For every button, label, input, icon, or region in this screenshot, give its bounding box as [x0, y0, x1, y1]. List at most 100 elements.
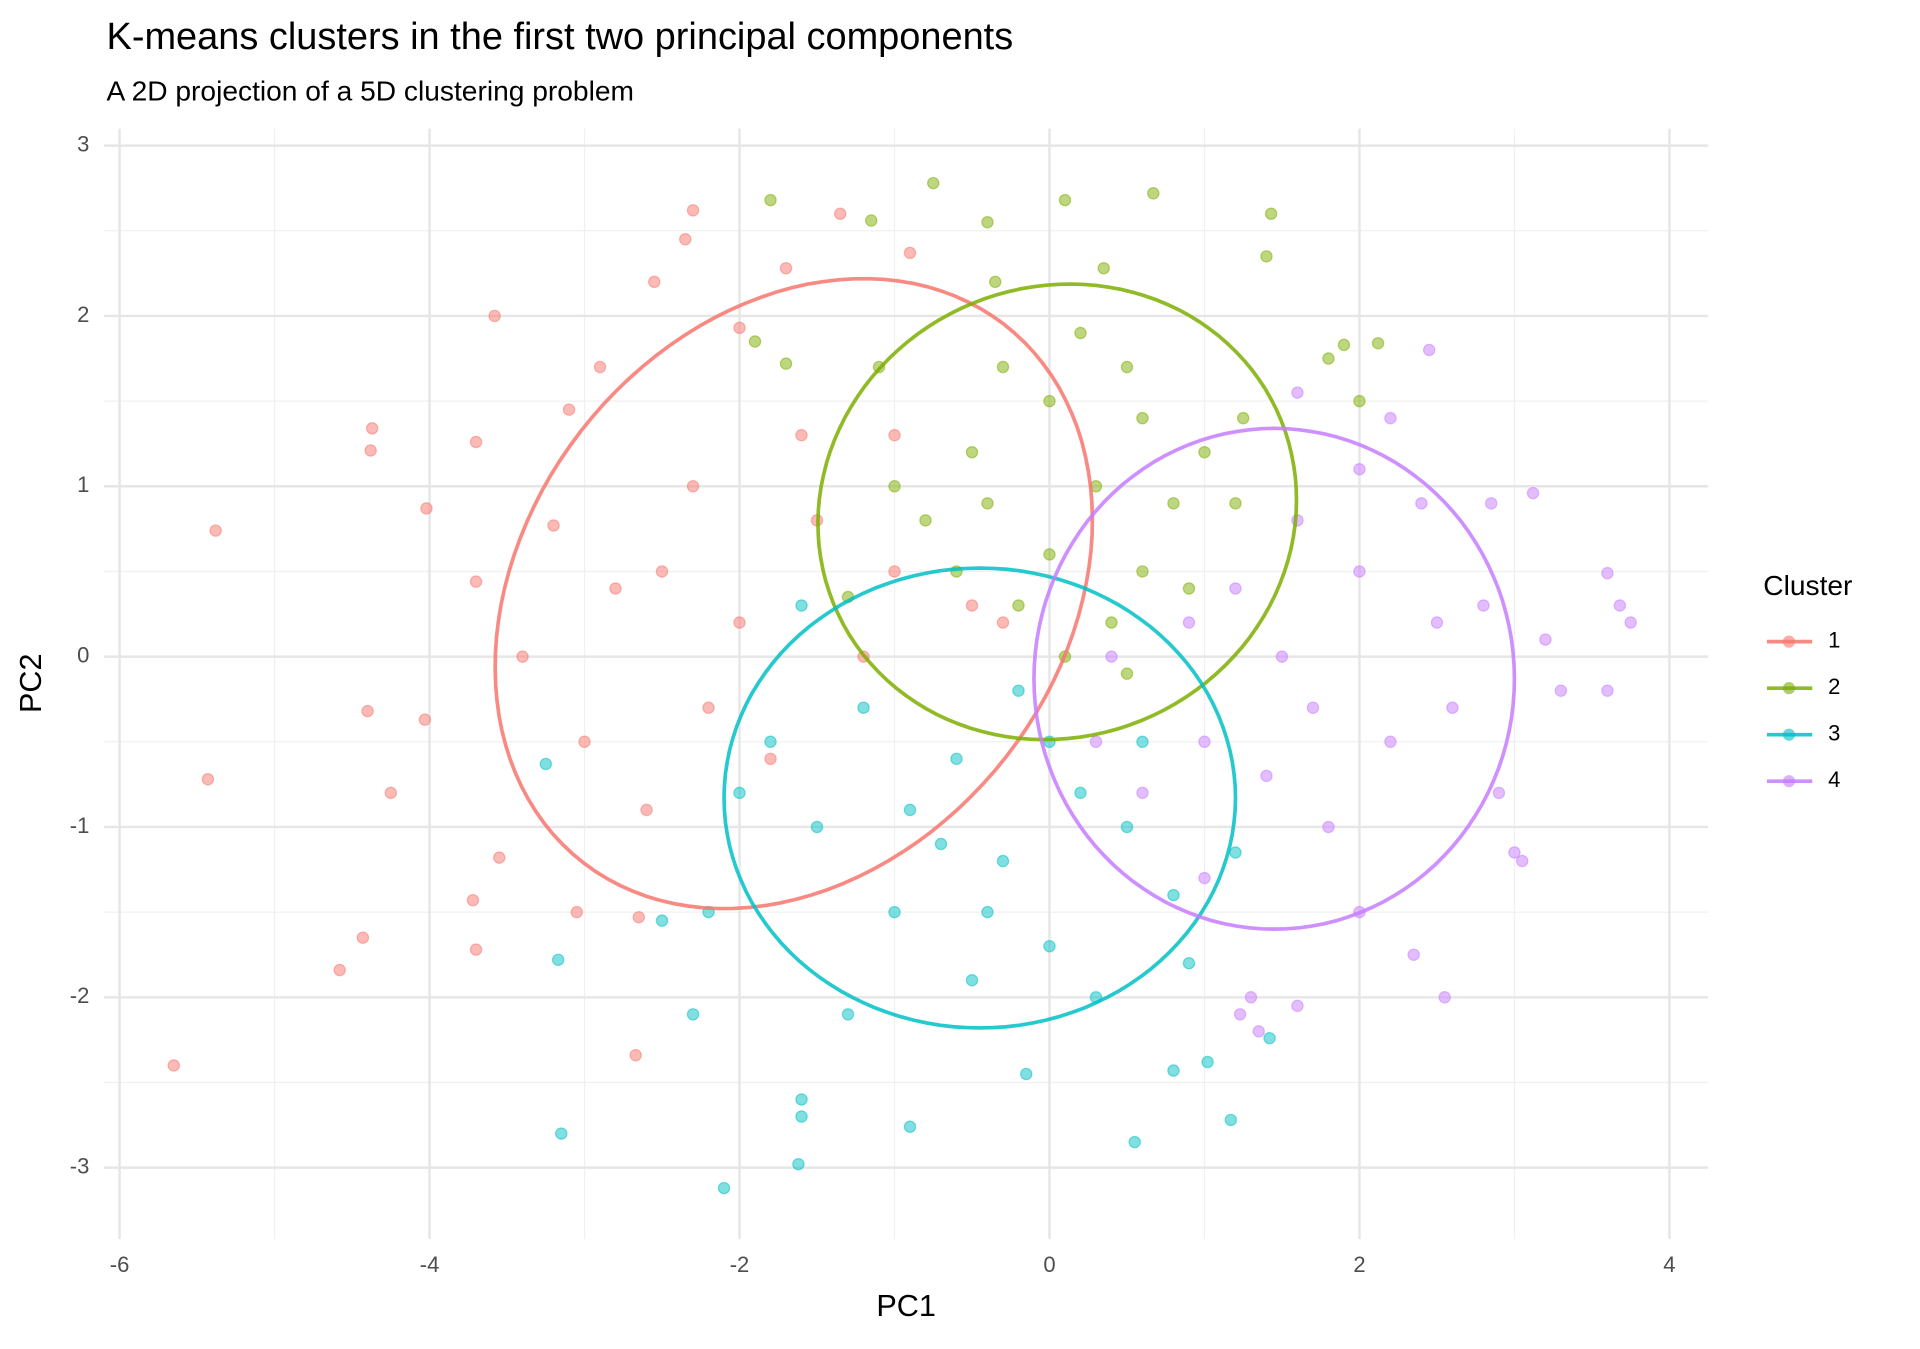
point — [686, 480, 700, 493]
x-tick-label: -2 — [730, 1252, 750, 1277]
point — [981, 216, 994, 229]
point — [1012, 599, 1025, 612]
point — [1260, 250, 1273, 263]
point — [679, 233, 692, 246]
x-tick-label: 0 — [1043, 1252, 1055, 1277]
point — [1601, 684, 1614, 697]
point — [926, 176, 940, 190]
point — [1167, 497, 1180, 510]
cluster-points — [167, 204, 1010, 1072]
point — [361, 704, 374, 718]
point — [1182, 956, 1196, 970]
point — [1263, 1031, 1276, 1045]
cluster-ellipse — [493, 276, 1095, 911]
x-tick-label: -4 — [420, 1252, 440, 1277]
point — [965, 445, 979, 459]
point — [1291, 999, 1304, 1013]
point — [779, 357, 793, 370]
y-axis-label: PC2 — [14, 653, 48, 713]
legend-key-dot — [1782, 682, 1796, 695]
cluster-points — [1089, 343, 1637, 1038]
y-tick-label: 2 — [77, 302, 89, 327]
point — [1229, 497, 1242, 510]
point — [1074, 326, 1087, 340]
point — [1182, 582, 1196, 595]
point — [655, 565, 669, 578]
point — [551, 953, 565, 967]
point — [686, 1008, 700, 1021]
point — [1430, 616, 1444, 629]
point — [1322, 352, 1335, 365]
point — [795, 1093, 808, 1106]
point — [1446, 701, 1459, 714]
point — [792, 1157, 805, 1171]
point — [795, 599, 808, 612]
point — [1244, 991, 1258, 1004]
point — [888, 905, 901, 919]
point — [888, 480, 901, 493]
point — [1147, 187, 1160, 200]
point — [1353, 565, 1366, 578]
legend-label: 1 — [1828, 627, 1840, 652]
legend-label: 2 — [1828, 674, 1840, 699]
point — [1043, 548, 1056, 561]
point — [1484, 497, 1498, 510]
point — [1264, 207, 1278, 220]
point — [1515, 854, 1529, 868]
point — [493, 851, 506, 864]
point — [965, 599, 979, 612]
point — [333, 963, 346, 977]
legend-label: 4 — [1828, 767, 1840, 792]
point — [1043, 394, 1056, 408]
point — [1074, 786, 1087, 800]
point — [1508, 846, 1521, 859]
point — [1252, 1025, 1265, 1038]
point — [1120, 820, 1134, 834]
point — [1526, 486, 1540, 500]
legend-key-dot — [1782, 775, 1796, 788]
point — [632, 910, 646, 924]
point — [996, 616, 1010, 629]
point — [981, 497, 994, 510]
point — [547, 519, 560, 532]
point — [1260, 769, 1273, 783]
chart-title: K-means clusters in the first two princi… — [107, 16, 1014, 58]
point — [1353, 463, 1366, 476]
point — [1105, 650, 1118, 663]
point — [1554, 684, 1568, 697]
point — [356, 931, 370, 944]
point — [1120, 360, 1134, 374]
point — [1105, 616, 1118, 629]
x-axis-label: PC1 — [876, 1289, 936, 1323]
point — [466, 893, 480, 907]
point — [609, 582, 622, 595]
point — [1136, 786, 1149, 800]
point — [717, 1181, 731, 1195]
point — [1384, 735, 1397, 749]
point — [365, 422, 379, 435]
y-tick-label: 0 — [77, 642, 89, 667]
x-tick-label: -6 — [110, 1252, 130, 1277]
point — [469, 435, 483, 449]
legend-key-dot — [1782, 728, 1796, 741]
y-tick-label: -2 — [70, 983, 90, 1008]
point — [733, 321, 746, 335]
point — [795, 428, 808, 442]
point — [1019, 1067, 1033, 1081]
point — [1422, 343, 1436, 357]
point — [167, 1059, 181, 1072]
point — [648, 275, 661, 289]
point — [1201, 1055, 1214, 1069]
point — [469, 575, 483, 588]
point — [1337, 338, 1351, 352]
point — [1182, 616, 1196, 629]
point — [795, 1110, 808, 1123]
point — [420, 502, 433, 515]
cluster-points — [539, 599, 1276, 1195]
point — [593, 360, 607, 374]
point — [1477, 599, 1490, 612]
point — [764, 735, 777, 749]
point — [1539, 633, 1552, 646]
point — [686, 204, 700, 217]
